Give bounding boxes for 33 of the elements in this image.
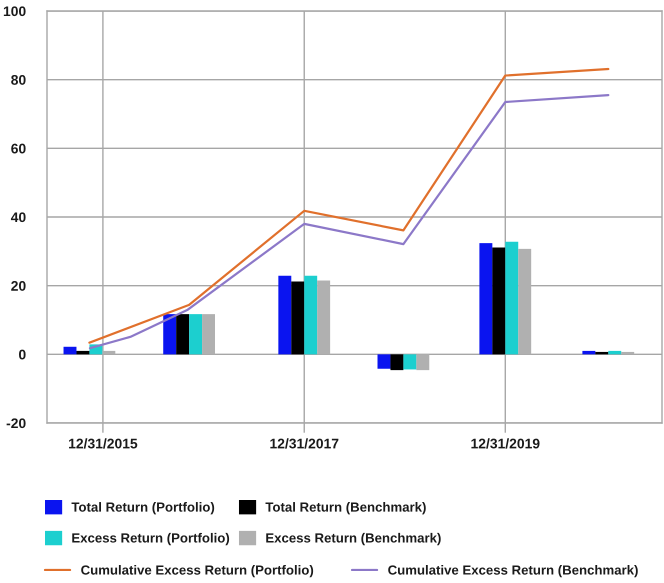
- legend-label: Cumulative Excess Return (Benchmark): [388, 565, 638, 578]
- legend-label: Excess Return (Benchmark): [266, 532, 441, 546]
- bar: [176, 314, 190, 354]
- x-tick-label: 12/31/2017: [270, 438, 338, 449]
- y-tick-label: 40: [10, 212, 26, 222]
- y-tick-label: 100: [4, 6, 26, 16]
- bar: [291, 282, 304, 354]
- bar: [479, 243, 492, 354]
- legend-label: Total Return (Portfolio): [72, 502, 214, 514]
- bar: [189, 314, 202, 354]
- bar: [505, 242, 518, 354]
- bar: [582, 350, 596, 354]
- bar: [377, 354, 390, 369]
- x-tick-label: 12/31/2019: [471, 438, 540, 449]
- bar: [492, 248, 506, 354]
- y-tick-label: 60: [11, 144, 26, 154]
- y-tick-label: -20: [6, 418, 26, 428]
- bar: [390, 354, 404, 370]
- bar: [163, 314, 176, 354]
- y-tick-label: 0: [18, 350, 26, 360]
- legend-label: Excess Return (Portfolio): [72, 532, 230, 546]
- bar: [76, 350, 90, 354]
- bar: [64, 346, 76, 354]
- bar: [608, 350, 622, 354]
- bar: [595, 352, 608, 354]
- bar: [304, 276, 318, 354]
- bar: [403, 354, 416, 370]
- y-tick-label: 80: [11, 75, 26, 85]
- x-tick-label: 12/31/2015: [69, 438, 138, 449]
- y-tick-label: 20: [11, 281, 26, 291]
- legend-label: Cumulative Excess Return (Portfolio): [81, 565, 314, 578]
- bar: [278, 276, 292, 354]
- legend-label: Total Return (Benchmark): [266, 502, 426, 514]
